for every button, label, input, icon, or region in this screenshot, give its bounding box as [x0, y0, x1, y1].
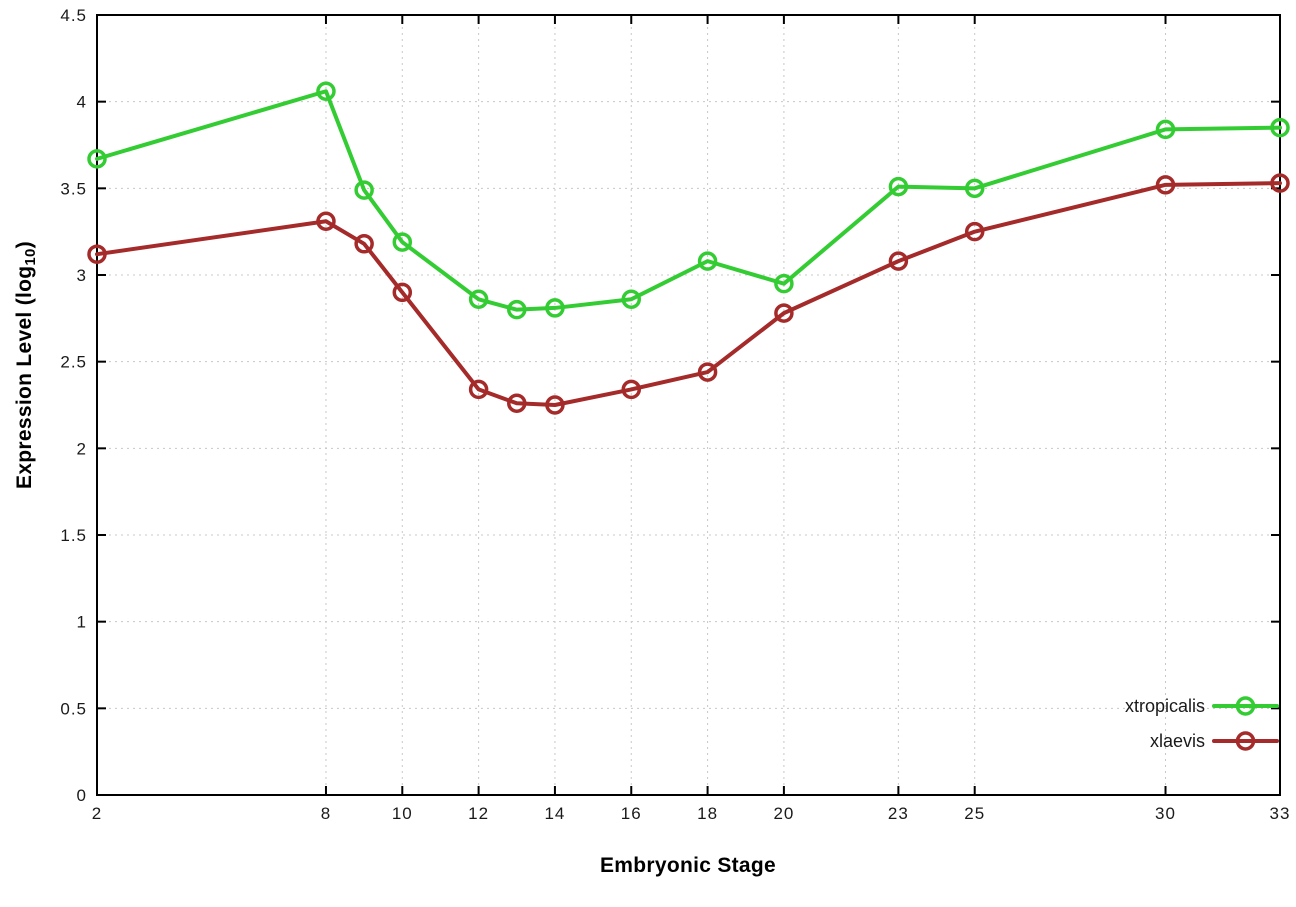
y-tick-label: 1: [77, 613, 87, 632]
legend-label-xtropicalis: xtropicalis: [1125, 696, 1205, 716]
data-point-xlaevis: [87, 244, 107, 264]
data-point-xlaevis: [545, 395, 565, 415]
data-point-xtropicalis: [354, 180, 374, 200]
data-point-xlaevis: [1270, 173, 1290, 193]
data-point-xlaevis: [468, 379, 489, 400]
y-tick-label: 3.5: [60, 179, 87, 198]
x-axis-title: Embryonic Stage: [599, 854, 777, 877]
data-point-xlaevis: [621, 379, 642, 400]
y-tick-label: 1.5: [60, 526, 87, 545]
x-tick-label: 14: [544, 804, 565, 823]
data-point-xlaevis: [1155, 175, 1176, 195]
data-point-xlaevis: [354, 234, 374, 254]
x-tick-label: 16: [621, 804, 642, 823]
y-tick-label: 0.5: [60, 699, 87, 718]
legend-label-xlaevis: xlaevis: [1150, 731, 1205, 751]
data-point-xtropicalis: [1155, 119, 1176, 140]
y-tick-label: 2: [77, 439, 87, 458]
legend-marker-xtropicalis: [1235, 696, 1256, 716]
data-point-xlaevis: [507, 393, 527, 414]
x-tick-label: 2: [92, 804, 102, 823]
x-tick-label: 12: [468, 804, 489, 823]
data-point-xtropicalis: [621, 289, 642, 310]
series-line-xlaevis: [95, 181, 1282, 407]
data-point-xlaevis: [964, 221, 985, 242]
data-point-xtropicalis: [964, 178, 985, 199]
data-point-xtropicalis: [392, 232, 413, 252]
series-line-xtropicalis: [95, 89, 1282, 312]
data-point-xtropicalis: [545, 298, 565, 318]
data-point-xtropicalis: [1270, 117, 1290, 138]
plot-border: [96, 14, 1281, 796]
y-tick-label: 3: [77, 266, 87, 285]
x-tick-label: 33: [1270, 804, 1291, 823]
y-tick-label: 4: [77, 93, 87, 112]
data-point-xlaevis: [774, 303, 794, 323]
x-tick-label: 20: [773, 804, 794, 823]
x-tick-label: 8: [321, 804, 331, 823]
x-tick-label: 30: [1155, 804, 1176, 823]
data-point-xtropicalis: [468, 289, 489, 310]
data-point-xtropicalis: [316, 81, 336, 102]
y-axis-title-text: Expression Level (log: [13, 265, 36, 489]
y-axis-title-subscript: 10: [22, 248, 39, 266]
y-tick-label: 4.5: [60, 6, 87, 25]
legend-marker-xlaevis: [1235, 731, 1256, 751]
x-tick-label: 10: [392, 804, 413, 823]
data-point-xlaevis: [888, 251, 909, 271]
data-point-xlaevis: [392, 282, 413, 303]
y-tick-label: 2.5: [60, 353, 87, 372]
data-point-xtropicalis: [87, 149, 107, 169]
y-axis-title-close: ): [13, 241, 36, 249]
data-point-xlaevis: [697, 362, 718, 382]
data-point-xtropicalis: [888, 176, 909, 197]
data-point-xlaevis: [316, 211, 336, 232]
y-axis-title: Expression Level (log10): [13, 241, 39, 489]
x-tick-label: 23: [888, 804, 909, 823]
data-point-xtropicalis: [507, 299, 527, 320]
x-tick-label: 25: [964, 804, 985, 823]
x-tick-label: 18: [697, 804, 718, 823]
data-point-xtropicalis: [697, 251, 718, 271]
data-point-xtropicalis: [774, 273, 794, 294]
y-tick-label: 0: [77, 786, 87, 805]
